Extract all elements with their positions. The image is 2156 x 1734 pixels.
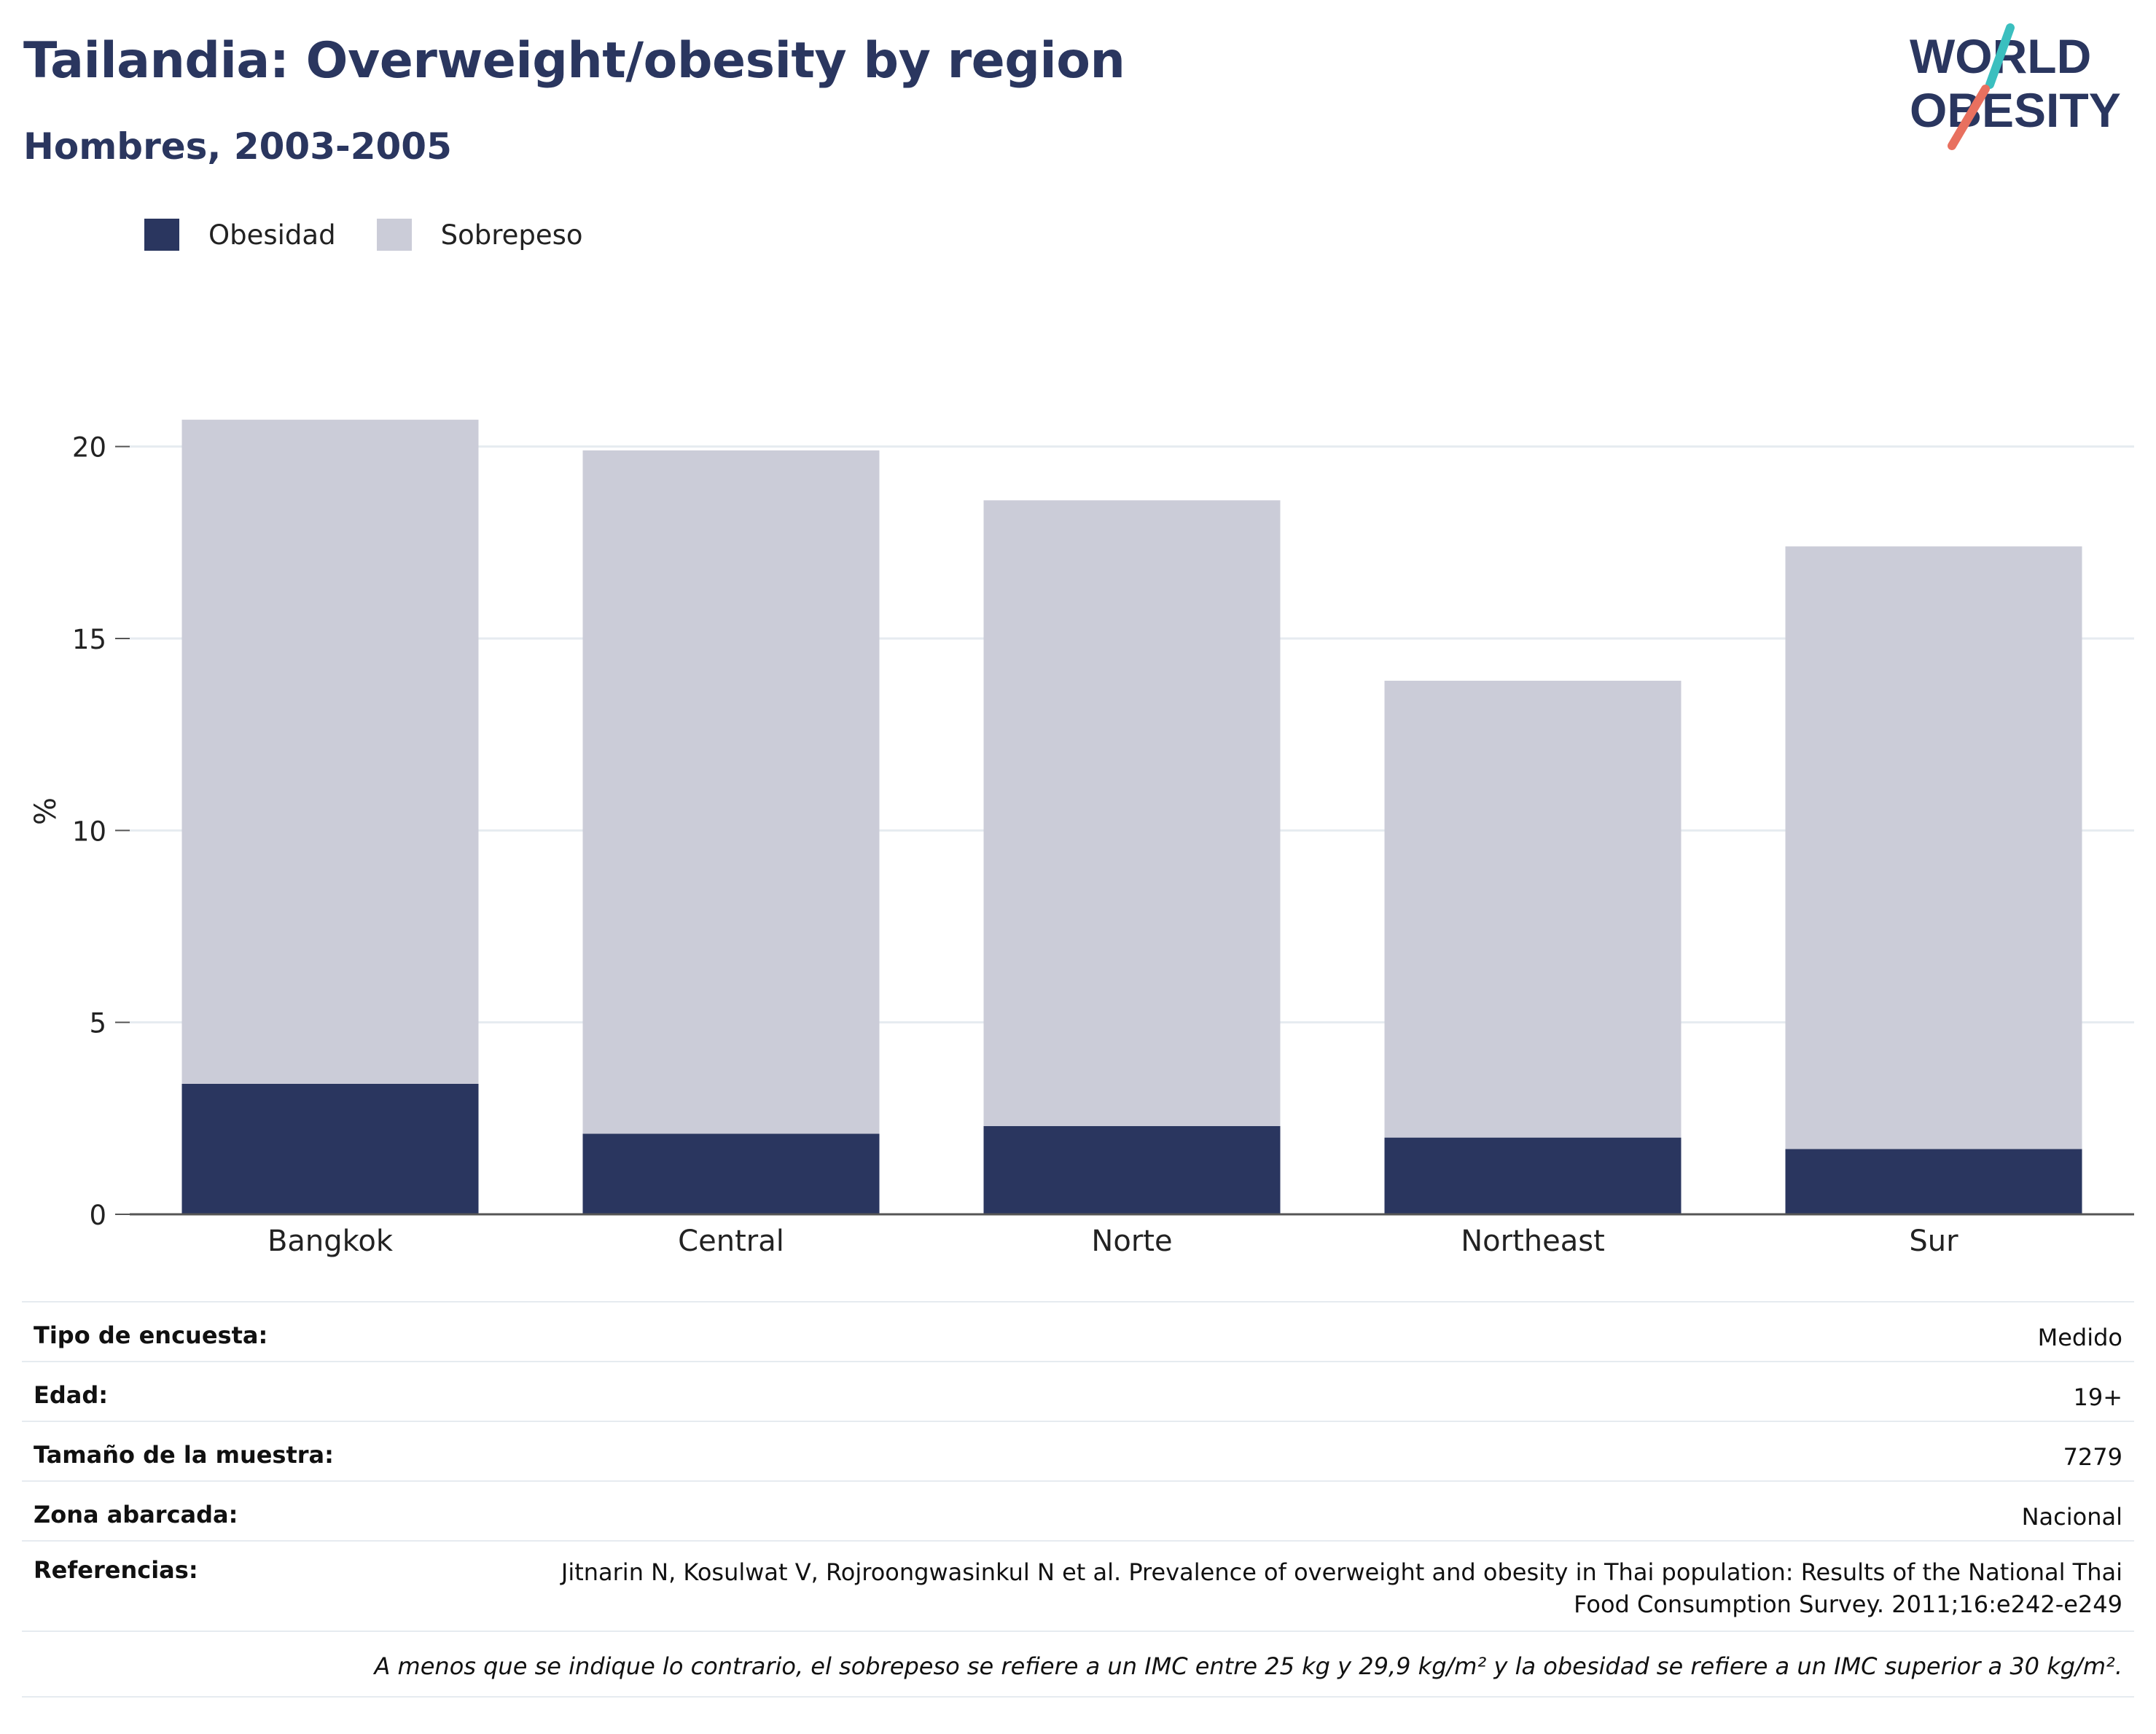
bar-obesity (181, 1083, 479, 1214)
info-value: 7279 (2063, 1443, 2122, 1471)
y-tick-label: 15 (72, 624, 106, 655)
x-tick-label: Sur (1909, 1225, 1958, 1258)
info-row-area: Zona abarcada: Nacional (22, 1480, 2134, 1540)
chart-subtitle: Hombres, 2003-2005 (23, 125, 452, 168)
bar-overweight (983, 500, 1281, 1126)
definition-note: A menos que se indique lo contrario, el … (22, 1630, 2134, 1698)
legend-label-overweight: Sobrepeso (440, 219, 583, 251)
chart-title: Tailandia: Overweight/obesity by region (23, 32, 1125, 90)
legend-item-obesity[interactable]: Obesidad (144, 219, 336, 251)
logo-line-obesity: OBESITY (1910, 83, 2121, 137)
y-axis-label: % (29, 797, 63, 825)
bar-obesity (1384, 1137, 1682, 1214)
info-row-survey-type: Tipo de encuesta: Medido (22, 1301, 2134, 1361)
y-tick-label: 10 (72, 816, 106, 847)
world-obesity-logo: WORLD OBESITY (1910, 23, 2121, 150)
references-text: Jitnarin N, Kosulwat V, Rojroongwasinkul… (561, 1556, 2122, 1620)
legend-label-obesity: Obesidad (208, 219, 336, 251)
y-tick-label: 20 (72, 432, 106, 464)
legend-swatch-obesity (144, 219, 179, 251)
bar-obesity (983, 1125, 1281, 1214)
info-row-age: Edad: 19+ (22, 1361, 2134, 1421)
info-label: Edad: (34, 1381, 109, 1409)
y-tick-label: 5 (89, 1008, 106, 1039)
bar-overweight (181, 419, 479, 1084)
survey-info-table: Tipo de encuesta: Medido Edad: 19+ Tamañ… (22, 1301, 2134, 1698)
info-label: Tamaño de la muestra: (34, 1441, 334, 1469)
bar-obesity (1785, 1149, 2082, 1214)
legend-item-overweight[interactable]: Sobrepeso (376, 219, 583, 251)
references-line-2: Food Consumption Survey. 2011;16:e242-e2… (1574, 1590, 2122, 1618)
x-tick-label: Central (678, 1225, 784, 1258)
bar-overweight (1384, 680, 1682, 1138)
logo-slash-coral (1948, 85, 1990, 150)
references-line-1: Jitnarin N, Kosulwat V, Rojroongwasinkul… (561, 1558, 2122, 1586)
x-tick-label: Norte (1091, 1225, 1172, 1258)
logo-slash-teal (1985, 23, 2015, 89)
stacked-bar-chart: 0 5 10 15 20% Bangkok Central Norte Northeast Sur (29, 419, 2134, 1258)
bar-overweight (1785, 546, 2082, 1149)
info-row-references: Referencias: Jitnarin N, Kosulwat V, Roj… (22, 1540, 2134, 1630)
info-value: 19+ (2073, 1383, 2122, 1411)
info-value: Nacional (2021, 1503, 2122, 1531)
info-label: Tipo de encuesta: (34, 1321, 268, 1349)
bar-overweight (582, 450, 880, 1134)
bar-obesity (582, 1133, 880, 1214)
info-label: Referencias: (34, 1556, 198, 1584)
info-label: Zona abarcada: (34, 1501, 238, 1528)
y-tick-label: 0 (89, 1200, 106, 1231)
legend-swatch-overweight (376, 219, 412, 251)
x-tick-label: Bangkok (267, 1225, 394, 1258)
chart-legend: Obesidad Sobrepeso (144, 219, 624, 251)
info-value: Medido (2037, 1324, 2122, 1351)
info-row-sample-size: Tamaño de la muestra: 7279 (22, 1421, 2134, 1480)
x-tick-label: Northeast (1461, 1225, 1605, 1258)
